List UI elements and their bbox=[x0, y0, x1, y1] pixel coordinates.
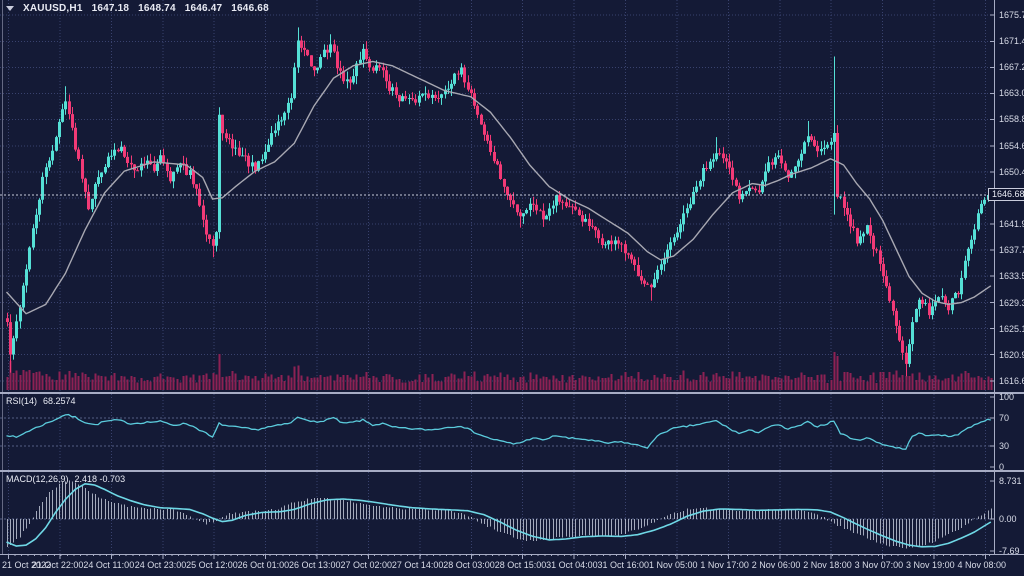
panel-separator-rsi-macd[interactable] bbox=[0, 470, 1024, 472]
time-tick-label: 1 Nov 05:00 bbox=[648, 560, 698, 570]
price-tick-label: 1625.10 bbox=[999, 323, 1024, 334]
bear-wicks bbox=[7, 35, 959, 377]
rsi-name: RSI(14) bbox=[6, 396, 38, 406]
ohlc-close: 1646.68 bbox=[231, 3, 269, 14]
price-axis-line bbox=[994, 0, 995, 554]
price-tick-label: 1663.05 bbox=[999, 88, 1024, 99]
macd-axis-label: -7.69 bbox=[999, 546, 1020, 556]
time-tick-label: 24 Oct 23:00 bbox=[134, 560, 187, 570]
time-axis-line bbox=[0, 554, 1024, 555]
moving-average-line bbox=[5, 60, 992, 315]
macd-axis-label: 8.731 bbox=[999, 476, 1022, 487]
time-tick-label: 25 Oct 12:00 bbox=[186, 560, 238, 570]
rsi-panel[interactable] bbox=[0, 394, 994, 470]
time-tick-label: 3 Nov 07:00 bbox=[854, 560, 904, 570]
time-tick-label: 28 Oct 15:00 bbox=[494, 560, 547, 570]
time-tick-label: 2 Nov 06:00 bbox=[751, 560, 801, 570]
time-axis[interactable]: 21 Oct 2022 21 Oct 22:00 24 Oct 11:00 24 Oc… bbox=[0, 554, 1024, 576]
price-tick-label: 1658.85 bbox=[999, 114, 1024, 125]
price-tick-label: 1650.40 bbox=[999, 166, 1024, 177]
panel-separator-main-rsi[interactable] bbox=[0, 392, 1024, 394]
current-price-box: 1646.68 bbox=[988, 188, 1024, 202]
time-tick-label: 31 Oct 04:00 bbox=[546, 560, 598, 570]
rsi-label: RSI(14) 68.2574 bbox=[6, 396, 76, 406]
rsi-line bbox=[6, 413, 991, 450]
ohlc-high: 1648.74 bbox=[138, 3, 176, 14]
window-left-border bbox=[2, 0, 3, 554]
time-tick-label: 27 Oct 02:00 bbox=[340, 560, 392, 570]
ohlc-open: 1647.18 bbox=[91, 3, 130, 14]
macd-histogram bbox=[7, 480, 992, 549]
macd-value: 2.418 -0.703 bbox=[74, 474, 126, 484]
time-tick-label: 4 Nov 08:00 bbox=[957, 560, 1007, 570]
collapse-arrow-icon[interactable] bbox=[6, 6, 14, 11]
volume-bars bbox=[6, 352, 993, 390]
ohlc-low: 1646.47 bbox=[184, 3, 223, 14]
rsi-value: 68.2574 bbox=[43, 396, 76, 406]
macd-panel[interactable] bbox=[0, 472, 994, 554]
price-tick-label: 1654.60 bbox=[999, 140, 1024, 151]
macd-label: MACD(12,26,9) 2.418 -0.703 bbox=[6, 474, 125, 484]
rsi-axis-label: 0 bbox=[999, 462, 1005, 472]
price-tick-label: 1620.90 bbox=[999, 349, 1024, 360]
time-tick-label: 21 Oct 22:00 bbox=[31, 560, 84, 570]
rsi-axis-label: 70 bbox=[999, 413, 1010, 423]
rsi-axis-label: 30 bbox=[999, 441, 1010, 451]
time-tick-label: 24 Oct 11:00 bbox=[83, 560, 135, 570]
time-tick-label: 28 Oct 03:00 bbox=[443, 560, 495, 570]
macd-axis-label: 0.00 bbox=[999, 514, 1017, 524]
time-tick-label: 31 Oct 16:00 bbox=[597, 560, 650, 570]
time-tick-label: 1 Nov 17:00 bbox=[700, 560, 749, 570]
price-tick-label: 1637.75 bbox=[999, 245, 1024, 256]
time-tick-label: 21 Oct 2022 bbox=[2, 560, 52, 570]
symbol-timeframe-label: XAUUSD,H1 bbox=[23, 3, 83, 14]
macd-name: MACD(12,26,9) bbox=[6, 474, 69, 484]
time-tick-label: 26 Oct 13:00 bbox=[289, 560, 341, 570]
rsi-axis-label: 100 bbox=[999, 392, 1015, 402]
price-tick-label: 1667.25 bbox=[999, 62, 1024, 73]
price-tick-label: 1633.55 bbox=[999, 271, 1024, 282]
price-tick-label: 1629.30 bbox=[999, 297, 1024, 308]
time-tick-label: 3 Nov 19:00 bbox=[906, 560, 955, 570]
time-tick-label: 2 Nov 18:00 bbox=[803, 560, 852, 570]
main-chart-panel[interactable] bbox=[0, 0, 994, 392]
time-tick-label: 26 Oct 01:00 bbox=[237, 560, 290, 570]
time-tick-label: 27 Oct 14:00 bbox=[391, 560, 444, 570]
macd-signal-line bbox=[6, 482, 992, 548]
chart-title-bar: XAUUSD,H1 1647.18 1648.74 1646.47 1646.6… bbox=[6, 3, 269, 14]
price-tick-label: 1675.70 bbox=[999, 10, 1024, 20]
bear-bodies bbox=[6, 40, 960, 364]
price-tick-label: 1641.95 bbox=[999, 219, 1024, 230]
price-tick-label: 1671.45 bbox=[999, 36, 1024, 47]
price-tick-label: 1616.65 bbox=[999, 375, 1024, 386]
